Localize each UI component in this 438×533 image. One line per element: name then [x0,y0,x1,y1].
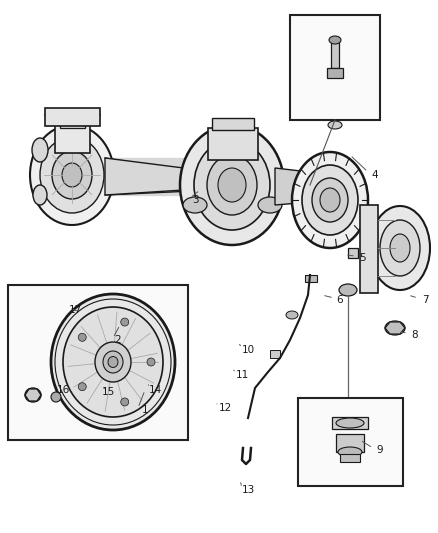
Text: 2: 2 [115,335,121,345]
Ellipse shape [121,318,129,326]
Ellipse shape [370,206,430,290]
Ellipse shape [108,339,116,345]
Bar [348,248,358,258]
Ellipse shape [32,138,48,162]
Ellipse shape [312,178,348,222]
Ellipse shape [52,151,92,199]
Text: 16: 16 [57,385,70,395]
Ellipse shape [30,125,114,225]
Bar [360,205,378,293]
Polygon shape [25,389,41,401]
Text: 9: 9 [377,445,383,455]
Text: 5: 5 [359,253,365,263]
Ellipse shape [336,418,364,428]
Ellipse shape [339,284,357,296]
Bar [60,118,85,128]
Ellipse shape [51,392,61,402]
Bar [8,285,188,440]
Ellipse shape [380,220,420,276]
Ellipse shape [121,385,129,391]
Bar [331,40,339,68]
Polygon shape [385,322,405,334]
Ellipse shape [147,358,155,366]
Ellipse shape [258,197,282,213]
Polygon shape [135,313,141,323]
Text: 15: 15 [101,387,115,397]
Text: 17: 17 [68,305,81,315]
Ellipse shape [78,383,86,391]
Text: 11: 11 [235,370,249,380]
Ellipse shape [25,388,41,402]
Ellipse shape [207,155,257,215]
Bar [298,398,403,486]
Ellipse shape [103,351,123,373]
Ellipse shape [385,321,405,335]
Ellipse shape [183,197,207,213]
Ellipse shape [329,36,341,44]
Ellipse shape [78,333,86,341]
Bar [45,108,100,126]
Ellipse shape [320,188,340,212]
Ellipse shape [286,311,298,319]
Bar [332,417,368,429]
Ellipse shape [63,307,163,417]
Bar [212,118,254,130]
Polygon shape [105,158,215,195]
Text: 14: 14 [148,385,162,395]
Ellipse shape [180,125,284,245]
Ellipse shape [121,374,129,380]
Ellipse shape [111,327,119,333]
Ellipse shape [328,121,342,129]
Text: 4: 4 [372,170,378,180]
Polygon shape [142,370,158,380]
Ellipse shape [40,137,104,213]
Ellipse shape [62,163,82,187]
Text: 8: 8 [412,330,418,340]
Text: 13: 13 [241,485,254,495]
Ellipse shape [390,234,410,262]
Ellipse shape [218,168,246,202]
Ellipse shape [292,152,368,248]
Bar [327,68,343,78]
Text: 1: 1 [141,405,148,415]
Bar [55,125,90,153]
Polygon shape [275,168,335,205]
Ellipse shape [121,398,129,406]
Bar [208,128,258,160]
Bar [340,454,360,462]
Ellipse shape [194,140,270,230]
Ellipse shape [33,185,47,205]
Text: 3: 3 [192,195,198,205]
Bar [270,350,280,358]
Polygon shape [150,317,156,327]
Text: 6: 6 [337,295,343,305]
Ellipse shape [338,447,362,457]
Polygon shape [157,366,173,376]
Bar [305,275,317,282]
Ellipse shape [302,165,358,235]
Text: 12: 12 [219,403,232,413]
Text: 7: 7 [422,295,428,305]
Ellipse shape [95,342,131,382]
Ellipse shape [108,357,118,367]
Text: 10: 10 [241,345,254,355]
Bar [290,15,380,120]
Ellipse shape [51,294,175,430]
Bar [336,434,364,452]
